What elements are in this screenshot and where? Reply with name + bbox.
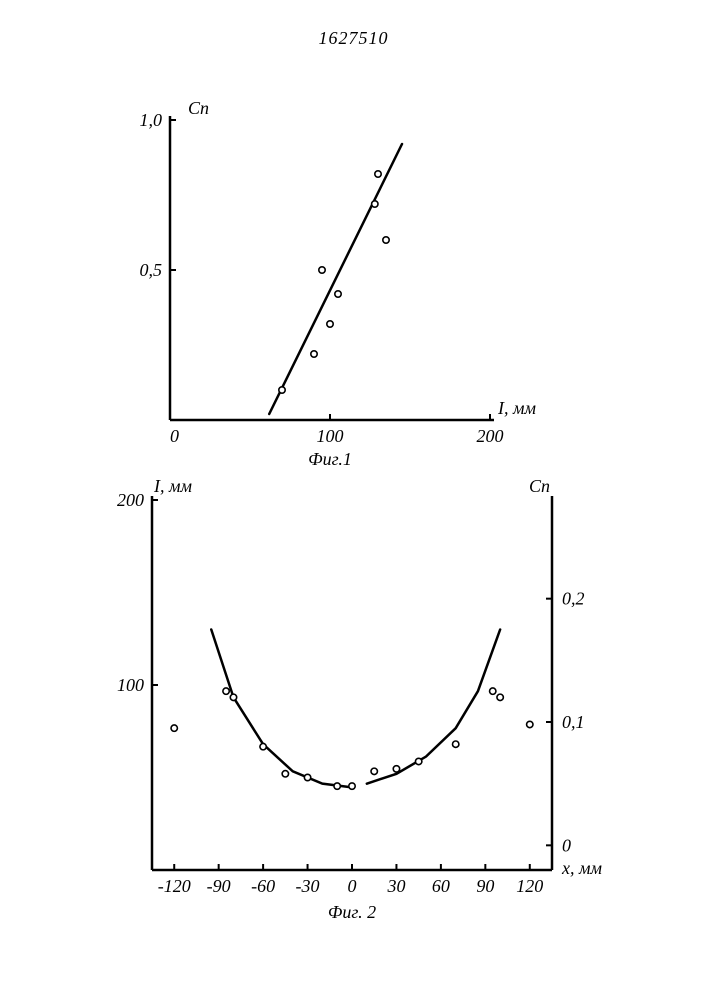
fig2-data-point — [171, 725, 177, 731]
fig1-x-axis-label: I, мм — [497, 398, 536, 418]
fig2-data-point — [453, 741, 459, 747]
fig1-x-tick-label: 100 — [317, 426, 344, 446]
fig1-fit-line — [269, 144, 402, 414]
fig2-x-tick-label: -90 — [207, 876, 231, 896]
fig2-data-point — [334, 783, 340, 789]
figure-1: 0 100 200 0,5 1,0 Cп I, мм Фиг.1 — [130, 100, 550, 470]
fig1-x-tick-label: 200 — [477, 426, 504, 446]
fig2-x-tick-label: 30 — [386, 876, 405, 896]
fig2-x-tick-label: -120 — [158, 876, 191, 896]
fig2-curve-right — [367, 630, 500, 784]
fig1-data-point — [319, 267, 325, 273]
fig2-left-axis-label: I, мм — [153, 476, 192, 496]
fig1-y-axis-label: Cп — [188, 100, 209, 118]
fig1-caption: Фиг.1 — [308, 449, 352, 469]
fig2-right-tick-label: 0,2 — [562, 589, 585, 609]
fig1-y-tick-label: 1,0 — [140, 110, 163, 130]
fig2-data-point — [415, 758, 421, 764]
fig2-data-point — [282, 771, 288, 777]
fig2-right-tick-label: 0,1 — [562, 712, 585, 732]
fig2-x-axis-label: x, мм — [561, 858, 602, 878]
fig2-curve-left — [211, 630, 352, 788]
fig2-data-point — [230, 694, 236, 700]
fig1-x-tick-label: 0 — [170, 426, 179, 446]
fig1-data-point — [383, 237, 389, 243]
fig1-data-point — [375, 171, 381, 177]
fig2-data-point — [527, 721, 533, 727]
fig2-data-point — [304, 774, 310, 780]
fig2-x-tick-label: -60 — [251, 876, 275, 896]
fig2-caption: Фиг. 2 — [328, 902, 376, 922]
fig1-data-point — [372, 201, 378, 207]
fig2-data-point — [223, 688, 229, 694]
fig1-data-point — [327, 321, 333, 327]
fig2-x-tick-label: 60 — [432, 876, 450, 896]
fig2-right-axis-label: Cп — [529, 476, 550, 496]
fig2-x-tick-label: 120 — [516, 876, 543, 896]
fig2-data-point — [260, 743, 266, 749]
fig1-data-point — [311, 351, 317, 357]
fig2-right-tick-label: 0 — [562, 835, 571, 855]
fig2-x-tick-label: 0 — [348, 876, 357, 896]
fig2-data-point — [490, 688, 496, 694]
figure-2: -120 -90 -60 -30 0 30 60 90 120 100 200 0 0,1 0,2 I, м… — [87, 470, 627, 940]
fig1-data-point — [279, 387, 285, 393]
fig2-left-tick-label: 200 — [117, 490, 144, 510]
fig2-data-point — [497, 694, 503, 700]
fig2-data-point — [349, 783, 355, 789]
fig2-data-point — [393, 766, 399, 772]
fig2-data-point — [371, 768, 377, 774]
fig2-x-tick-label: -30 — [296, 876, 320, 896]
fig2-left-tick-label: 100 — [117, 675, 144, 695]
document-number: 1627510 — [0, 28, 707, 49]
fig1-y-tick-label: 0,5 — [140, 260, 163, 280]
fig1-data-point — [335, 291, 341, 297]
fig2-x-tick-label: 90 — [476, 876, 494, 896]
